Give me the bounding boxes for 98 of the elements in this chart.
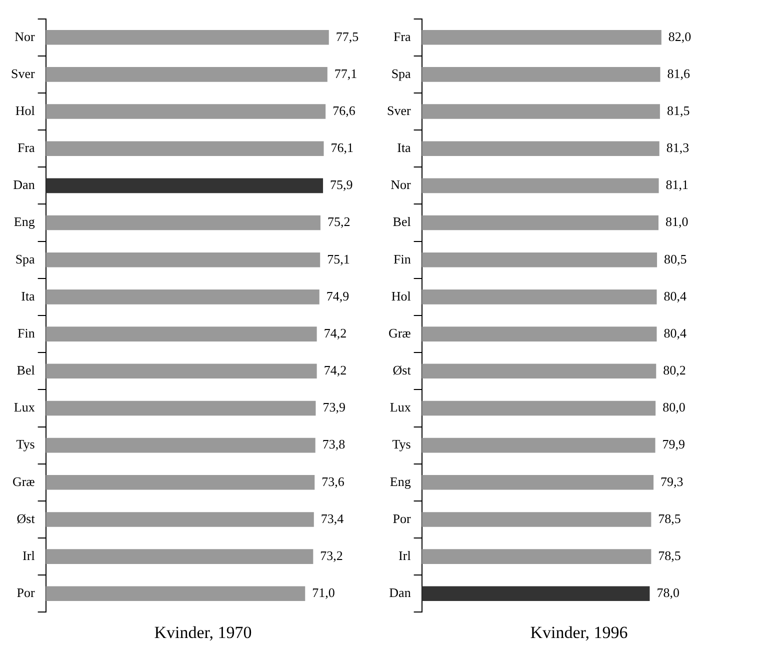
y-tick-label: Øst	[16, 510, 36, 526]
data-label: 75,1	[327, 251, 350, 266]
bar	[422, 438, 656, 453]
y-tick-label: Øst	[392, 362, 412, 378]
y-tick-label: Tys	[392, 436, 411, 452]
data-label: 81,1	[666, 177, 689, 192]
bar	[422, 400, 656, 416]
y-tick-label: Ita	[21, 288, 36, 304]
bar	[46, 104, 326, 119]
y-tick-label: Græ	[12, 474, 36, 489]
data-label: 73,9	[322, 400, 346, 415]
y-tick-label: Fin	[17, 325, 36, 340]
data-label: 80,2	[663, 362, 686, 378]
bar	[422, 364, 656, 379]
data-label: 75,2	[327, 214, 350, 230]
bar	[46, 586, 306, 602]
data-label: 73,2	[320, 548, 343, 563]
y-tick-label: Spa	[15, 251, 36, 266]
bar	[46, 252, 320, 268]
bar	[422, 104, 660, 119]
bar	[46, 178, 324, 194]
data-label: 76,6	[332, 102, 356, 118]
data-label: 78,5	[658, 548, 681, 563]
data-label: 78,5	[658, 510, 681, 526]
y-tick-label: Bel	[392, 214, 412, 230]
y-tick-label: Tys	[16, 436, 35, 452]
data-label: 79,3	[660, 474, 684, 489]
data-label: 73,4	[320, 510, 344, 526]
bar	[422, 326, 657, 342]
data-label: 81,0	[665, 214, 688, 230]
y-tick-label: Spa	[391, 66, 412, 81]
y-tick-label: Hol	[15, 102, 36, 118]
data-label: 81,6	[667, 66, 690, 81]
x-axis-title: Kvinder, 1996	[529, 623, 629, 643]
y-tick-label: Bel	[16, 362, 36, 378]
y-tick-label: Hol	[391, 288, 412, 304]
bar	[46, 141, 324, 156]
y-tick-label: Fra	[393, 28, 412, 44]
bar	[46, 512, 314, 527]
x-axis-title: Kvinder, 1970	[153, 623, 253, 643]
data-label: 80,4	[664, 325, 687, 340]
bar	[46, 67, 328, 82]
data-label: 77,1	[334, 66, 358, 81]
bar	[422, 586, 650, 602]
bar	[422, 252, 658, 268]
bar	[422, 141, 660, 156]
y-tick-label: Fin	[393, 251, 412, 266]
bar	[46, 326, 317, 342]
data-label: 80,4	[664, 288, 687, 304]
data-label: 78,0	[656, 585, 680, 600]
data-label: 74,2	[324, 325, 347, 340]
bar	[422, 67, 660, 82]
data-label: 71,0	[312, 585, 335, 600]
bar	[422, 30, 662, 45]
y-tick-label: Sver	[10, 66, 36, 81]
bar	[422, 290, 657, 304]
data-label: 79,9	[662, 436, 686, 452]
bar	[46, 364, 317, 379]
bar	[46, 474, 315, 490]
y-tick-label: Dan	[389, 585, 412, 600]
y-tick-label: Lux	[390, 400, 412, 415]
data-label: 75,9	[330, 177, 353, 192]
bar	[422, 474, 654, 490]
data-label: 81,5	[666, 102, 690, 118]
y-tick-label: Ita	[397, 140, 412, 156]
y-tick-label: Græ	[388, 325, 412, 340]
data-label: 73,6	[322, 474, 345, 489]
data-label: 81,3	[666, 140, 690, 156]
bar	[46, 215, 320, 230]
bar	[46, 30, 329, 45]
y-tick-label: Irl	[22, 548, 36, 563]
data-label: 82,0	[668, 28, 692, 44]
y-tick-label: Por	[392, 510, 412, 526]
bar	[422, 512, 652, 527]
y-tick-label: Nor	[390, 177, 412, 192]
bar	[46, 290, 320, 304]
bar	[46, 549, 314, 564]
bar	[422, 178, 659, 194]
y-tick-label: Nor	[14, 28, 36, 44]
y-tick-label: Lux	[14, 400, 36, 415]
data-label: 80,5	[664, 251, 687, 266]
y-tick-label: Irl	[398, 548, 412, 563]
data-label: 74,2	[324, 362, 347, 378]
y-tick-label: Sver	[386, 102, 412, 118]
data-label: 73,8	[322, 436, 346, 452]
y-tick-label: Fra	[17, 140, 36, 156]
bar	[422, 549, 652, 564]
data-label: 74,9	[326, 288, 350, 304]
y-tick-label: Eng	[14, 214, 36, 230]
y-tick-label: Eng	[390, 474, 412, 489]
bar	[422, 215, 658, 230]
bar	[46, 438, 316, 453]
y-tick-label: Dan	[13, 177, 36, 192]
data-label: 80,0	[662, 400, 686, 415]
data-label: 76,1	[330, 140, 354, 156]
y-tick-label: Por	[16, 585, 36, 600]
data-label: 77,5	[336, 28, 359, 44]
bar	[46, 400, 316, 416]
